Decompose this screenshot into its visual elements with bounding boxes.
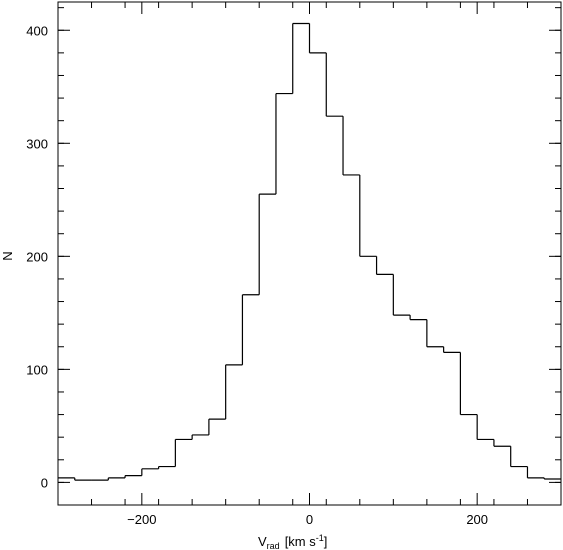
y-tick-label: 100 (26, 362, 48, 377)
histogram-bin (74, 477, 92, 481)
histogram-bin (392, 274, 411, 316)
histogram-bin (325, 52, 344, 117)
x-axis-label-unit: [km s (285, 534, 317, 549)
histogram-bins (58, 22, 561, 481)
minor-ticks (57, 2, 562, 505)
x-tick-label: 200 (466, 512, 488, 527)
histogram-bin (241, 294, 260, 365)
histogram-bin (258, 193, 276, 295)
x-axis-label-subscript: rad (267, 541, 280, 550)
x-tick-labels: −200 0 200 (127, 512, 488, 527)
histogram-bin (275, 92, 293, 195)
y-tick-label: 0 (41, 475, 48, 490)
y-tick-label: 300 (26, 136, 48, 151)
histogram-bin (375, 256, 394, 276)
histogram-bin (141, 468, 159, 476)
histogram-bin (208, 418, 226, 435)
histogram-bin (543, 477, 561, 480)
histogram-bin (510, 446, 528, 468)
histogram-bin (107, 477, 126, 481)
histogram-bin (359, 174, 377, 257)
plot-frame (57, 1, 562, 506)
x-tick-label: −200 (127, 512, 156, 527)
x-tick-label: 0 (306, 512, 313, 527)
histogram-bin (426, 319, 444, 348)
histogram-bin (476, 414, 494, 441)
histogram-bin (443, 346, 461, 354)
histogram-bin (225, 364, 243, 420)
major-ticks (58, 2, 561, 505)
histogram-bin (292, 22, 310, 94)
histogram-bin (409, 315, 427, 321)
y-tick-label: 200 (26, 249, 48, 264)
x-axis-label-close: ] (324, 534, 328, 549)
y-tick-label: 400 (26, 23, 48, 38)
x-axis-label-superscript: -1 (316, 533, 324, 543)
histogram-bin (124, 475, 142, 478)
histogram-bin (158, 465, 176, 469)
x-axis-label: Vrad [km s-1] (258, 533, 327, 550)
histogram-bin (342, 116, 360, 176)
x-axis-label-main: V (258, 534, 267, 549)
histogram-bin (526, 466, 545, 479)
histogram-bin (174, 438, 193, 467)
histogram-bin (493, 439, 511, 447)
y-axis-label: N (0, 251, 15, 260)
histogram-bin (308, 23, 327, 54)
histogram-bin (459, 352, 478, 416)
y-tick-labels: 0 100 200 300 400 (26, 23, 48, 490)
histogram-bin (191, 434, 209, 440)
